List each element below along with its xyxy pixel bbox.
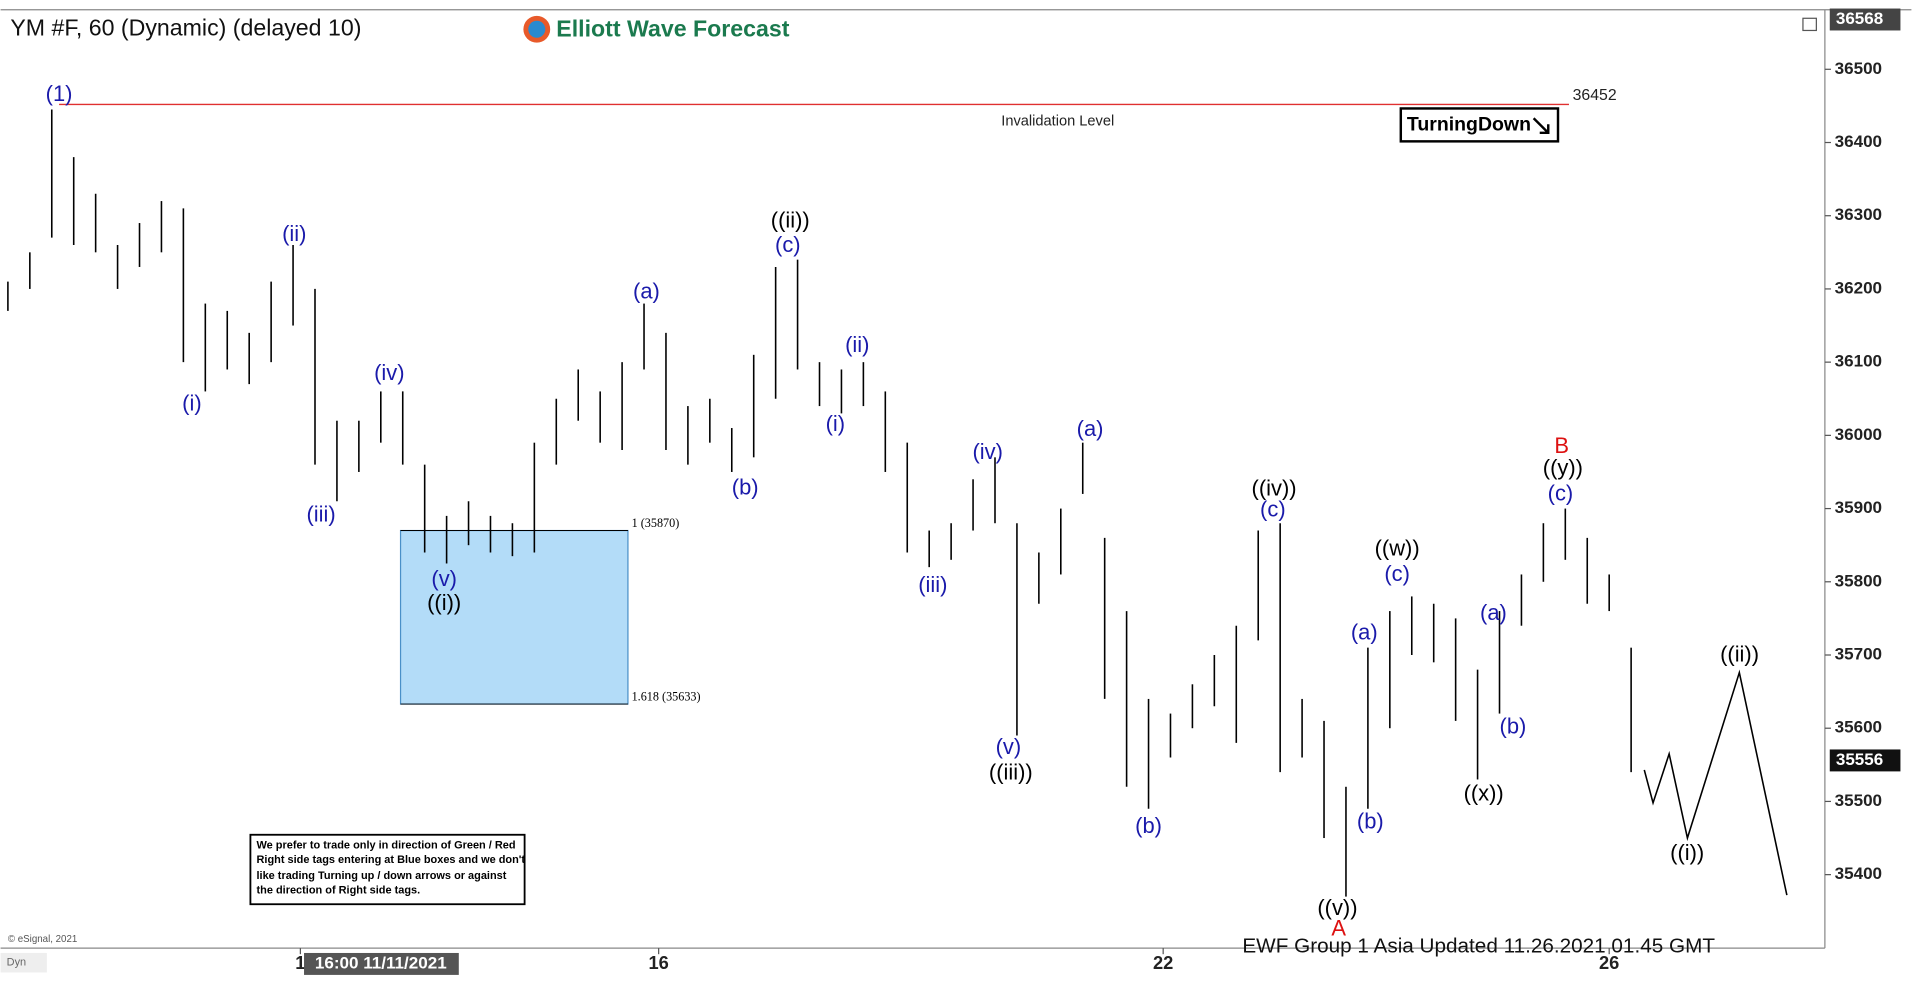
wave-label: ((i)) bbox=[427, 590, 461, 615]
zone-level-label: 1 (35870) bbox=[632, 516, 680, 530]
wave-label: (ii) bbox=[282, 221, 306, 246]
brand: Elliott Wave Forecast bbox=[556, 16, 789, 42]
wave-label: ((iv)) bbox=[1252, 476, 1297, 501]
plot-area: 1 (35870) 1.618 (35633) 36452 Invalidation … bbox=[7, 87, 1788, 897]
x-tick-label: 16 bbox=[648, 952, 668, 973]
wave-label: (c) bbox=[775, 232, 801, 257]
projection-path bbox=[1643, 669, 1788, 896]
wave-label: ((x)) bbox=[1464, 780, 1504, 805]
wave-label: (a) bbox=[1077, 416, 1104, 441]
y-tick-label: 36100 bbox=[1835, 352, 1882, 371]
y-tick-label: 35400 bbox=[1835, 864, 1882, 883]
wave-label: (a) bbox=[633, 278, 660, 303]
cursor-label: 16:00 11/11/2021 bbox=[315, 953, 447, 972]
note-box bbox=[249, 833, 526, 906]
copyright: © eSignal, 2021 bbox=[8, 934, 77, 945]
wave-label: (1) bbox=[46, 81, 73, 106]
zone-level-label: 1.618 (35633) bbox=[632, 690, 701, 704]
cursor-box bbox=[304, 952, 459, 975]
note-line: We prefer to trade only in direction of … bbox=[257, 840, 516, 852]
wave-label: (v) bbox=[996, 734, 1022, 759]
wave-label: ((iii)) bbox=[989, 760, 1033, 785]
y-tick-label: 36400 bbox=[1835, 132, 1882, 151]
y-tick-label: 35800 bbox=[1835, 571, 1882, 590]
wave-label: (a) bbox=[1480, 600, 1507, 625]
wave-label: (ii) bbox=[845, 332, 869, 357]
x-tick-label: 26 bbox=[1599, 952, 1619, 973]
y-tick-label: 36500 bbox=[1835, 59, 1882, 78]
wave-label: (i) bbox=[182, 390, 201, 415]
wave-label: (iii) bbox=[306, 501, 335, 526]
invalidation-label: Invalidation Level bbox=[1001, 113, 1114, 129]
chart-title: YM #F, 60 (Dynamic) (delayed 10) bbox=[10, 14, 361, 40]
wave-label: (c) bbox=[1260, 496, 1286, 521]
target-zone bbox=[399, 529, 629, 705]
wave-label: (iii) bbox=[918, 572, 947, 597]
note-line: the direction of Right side tags. bbox=[257, 885, 421, 897]
x-tick-label: 22 bbox=[1153, 952, 1173, 973]
corner-label: Dyn bbox=[7, 957, 26, 969]
wave-label: ((ii)) bbox=[771, 208, 810, 233]
price-tag-label: 36568 bbox=[1836, 9, 1883, 28]
wave-label: (iv) bbox=[972, 439, 1002, 464]
y-tick-label: 36200 bbox=[1835, 278, 1882, 297]
footer: EWF Group 1 Asia Updated 11.26.2021 01.4… bbox=[1242, 934, 1715, 957]
signal-box bbox=[1399, 107, 1560, 143]
price-tag bbox=[1829, 8, 1901, 31]
note-line: like trading Turning up / down arrows or… bbox=[257, 870, 507, 882]
wave-label: (c) bbox=[1548, 481, 1574, 506]
wave-label: ((w)) bbox=[1375, 535, 1420, 560]
wave-label: ((v)) bbox=[1317, 895, 1357, 920]
wave-label: B bbox=[1554, 433, 1569, 458]
wave-label: (iv) bbox=[374, 360, 404, 385]
signal-arrow bbox=[1532, 117, 1550, 135]
y-tick-label: 35600 bbox=[1835, 718, 1882, 737]
wave-label: ((i)) bbox=[1670, 840, 1704, 865]
y-tick-label: 36300 bbox=[1835, 205, 1882, 224]
wave-label: A bbox=[1331, 916, 1346, 941]
note-line: Right side tags entering at Blue boxes a… bbox=[257, 854, 526, 866]
wave-label: ((ii)) bbox=[1720, 641, 1759, 666]
y-tick-label: 35900 bbox=[1835, 498, 1882, 517]
y-tick-label: 35700 bbox=[1835, 645, 1882, 664]
price-tag-label: 35556 bbox=[1836, 750, 1883, 769]
wave-label: (v) bbox=[431, 566, 457, 591]
wave-label: (c) bbox=[1384, 561, 1410, 586]
wave-label: (i) bbox=[826, 411, 845, 436]
window-icon[interactable] bbox=[1802, 17, 1817, 32]
invalidation-value: 36452 bbox=[1573, 87, 1617, 104]
y-tick-label: 36000 bbox=[1835, 425, 1882, 444]
wave-label: (a) bbox=[1351, 619, 1378, 644]
wave-label: (b) bbox=[1500, 713, 1527, 738]
wave-label: ((y)) bbox=[1543, 455, 1583, 480]
signal-text: TurningDown bbox=[1407, 114, 1531, 136]
x-tick-label: 1 bbox=[295, 952, 305, 973]
wave-label: (b) bbox=[732, 474, 759, 499]
wave-label: (b) bbox=[1357, 808, 1384, 833]
logo-icon-inner bbox=[528, 20, 546, 38]
wave-label: (b) bbox=[1135, 813, 1162, 838]
price-tag bbox=[1829, 749, 1901, 772]
y-tick-label: 35500 bbox=[1835, 791, 1882, 810]
corner-box bbox=[0, 952, 47, 973]
